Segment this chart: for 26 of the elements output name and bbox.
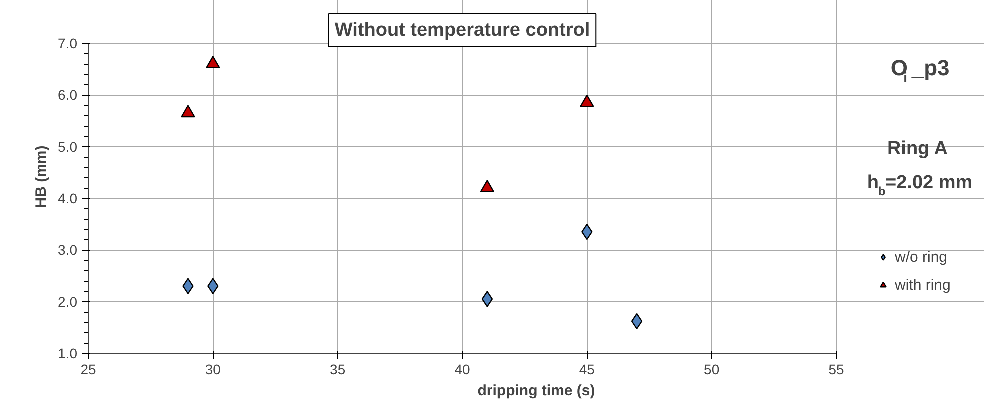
legend-label: w/o ring	[895, 248, 948, 266]
y-tick-label: 1.0	[58, 346, 78, 362]
y-tick-label: 2.0	[58, 294, 78, 310]
x-tick-label: 55	[828, 362, 844, 378]
point	[580, 94, 594, 108]
x-axis-title: dripping time (s)	[478, 382, 596, 400]
legend-label: with ring	[895, 276, 951, 294]
y-tick-label: 5.0	[58, 138, 78, 155]
point	[181, 105, 196, 118]
x-tick-label: 25	[80, 362, 96, 378]
x-tick-label: 45	[579, 362, 596, 378]
point	[482, 291, 494, 308]
x-tick-label: 40	[454, 362, 470, 378]
text: Ring A	[887, 138, 948, 160]
point	[631, 313, 643, 330]
y-tick-label: 6.0	[58, 87, 78, 104]
point	[480, 180, 495, 193]
x-tick-label: 30	[205, 362, 222, 378]
x-tick-label: 50	[704, 362, 720, 378]
chart-title: Without temperature control	[334, 20, 590, 41]
y-axis-title: HB (mm)	[33, 146, 50, 208]
x-tick-label: 35	[330, 362, 346, 378]
point	[206, 56, 220, 69]
y-tick-label: 7.0	[58, 36, 78, 52]
y-tick-label: 4.0	[58, 190, 78, 206]
y-tick-label: 3.0	[58, 242, 78, 258]
